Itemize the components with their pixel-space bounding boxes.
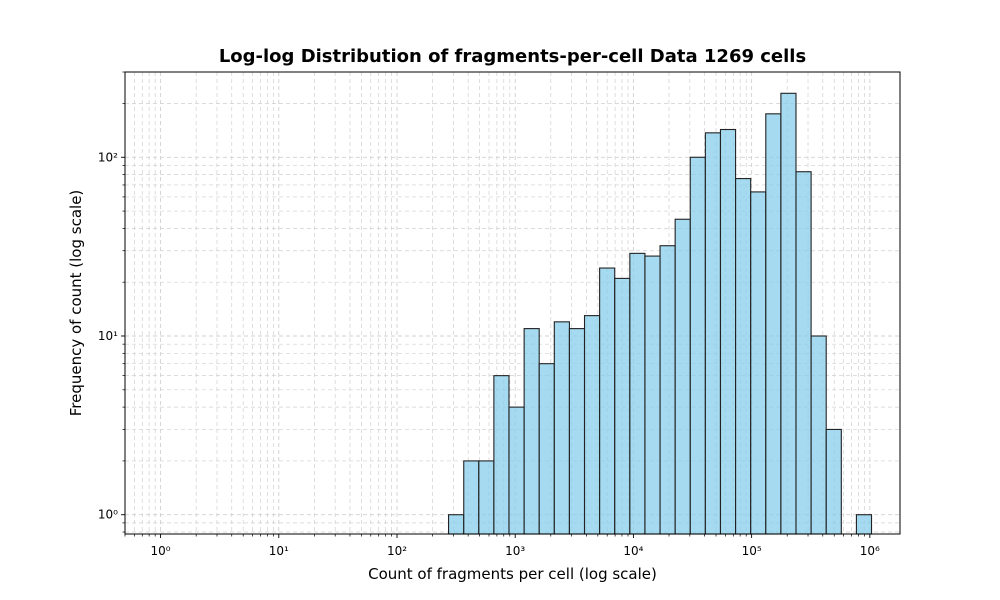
x-axis-label: Count of fragments per cell (log scale) [368,565,657,583]
y-tick-label: 10¹ [98,329,118,343]
axes-frame [124,71,901,535]
histogram-bar [493,375,510,535]
histogram-bar [780,92,797,535]
histogram-bar [810,335,827,535]
x-tick-label: 10² [387,544,407,558]
y-tick-label: 10⁰ [98,508,118,522]
x-tick-label: 10⁴ [623,544,643,558]
histogram-bar [765,113,782,535]
histogram-bar [614,277,631,535]
x-tick-label: 10¹ [269,544,289,558]
x-tick-label: 10⁵ [742,544,762,558]
histogram-bar [448,514,465,535]
histogram-bar [719,128,737,535]
histogram-bar [644,255,661,535]
histogram-bar [463,460,480,535]
histogram-bar [538,363,555,535]
histogram-bar [825,428,842,535]
histogram-bar [553,321,570,535]
histogram-bar [674,218,691,535]
histogram-bar [659,245,676,535]
histogram-bar [629,252,646,535]
x-tick-label: 10³ [505,544,525,558]
y-tick-label: 10² [98,150,118,164]
histogram-bar [735,178,752,535]
histogram-bar [568,328,586,535]
histogram-bar [523,328,540,535]
histogram-bar [704,132,722,535]
histogram-bar [689,156,706,535]
histogram-bar [750,191,767,535]
x-tick-label: 10⁶ [860,544,880,558]
histogram-bar [795,171,812,535]
histogram-bar [508,406,525,535]
x-tick-label: 10⁰ [151,544,171,558]
chart-title: Log-log Distribution of fragments-per-ce… [218,46,807,67]
histogram-bar [478,460,495,535]
histogram-bar [599,267,616,535]
histogram-bar [855,514,873,535]
histogram-bar [583,315,601,535]
